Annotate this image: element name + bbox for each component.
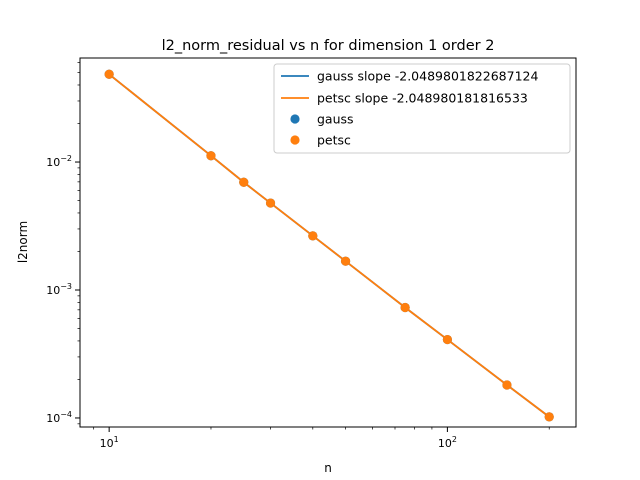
x-tick-label: 102 bbox=[438, 435, 457, 450]
x-axis-label: n bbox=[324, 461, 332, 475]
y-tick-label: 10−2 bbox=[46, 154, 72, 169]
legend-label: gauss slope -2.0489801822687124 bbox=[317, 69, 538, 84]
legend-label: petsc bbox=[317, 133, 351, 148]
data-point-petsc bbox=[340, 256, 351, 266]
data-point-petsc bbox=[400, 302, 410, 313]
fit-line-petsc bbox=[108, 73, 550, 418]
data-point-petsc bbox=[239, 177, 249, 187]
legend-box bbox=[273, 63, 571, 154]
legend-label: gauss bbox=[317, 112, 354, 127]
data-point-petsc bbox=[206, 151, 216, 161]
legend-marker-swatch bbox=[290, 135, 300, 145]
y-axis-label: l2norm bbox=[16, 221, 30, 263]
y-tick-label: 10−4 bbox=[46, 410, 72, 425]
data-point-petsc bbox=[104, 69, 114, 79]
legend-marker-swatch bbox=[290, 114, 300, 124]
chart-title: l2_norm_residual vs n for dimension 1 or… bbox=[162, 38, 495, 54]
axes-frame bbox=[79, 57, 577, 428]
data-point-petsc bbox=[265, 198, 276, 208]
x-tick-label: 101 bbox=[100, 435, 119, 450]
data-point-petsc bbox=[308, 231, 318, 241]
y-tick-label: 10−3 bbox=[46, 282, 72, 297]
data-point-petsc bbox=[544, 412, 554, 422]
data-point-petsc bbox=[502, 380, 512, 390]
legend-label: petsc slope -2.048980181816533 bbox=[317, 91, 528, 106]
legend: gauss slope -2.0489801822687124 petsc slo… bbox=[273, 63, 571, 154]
data-point-petsc bbox=[442, 334, 452, 345]
